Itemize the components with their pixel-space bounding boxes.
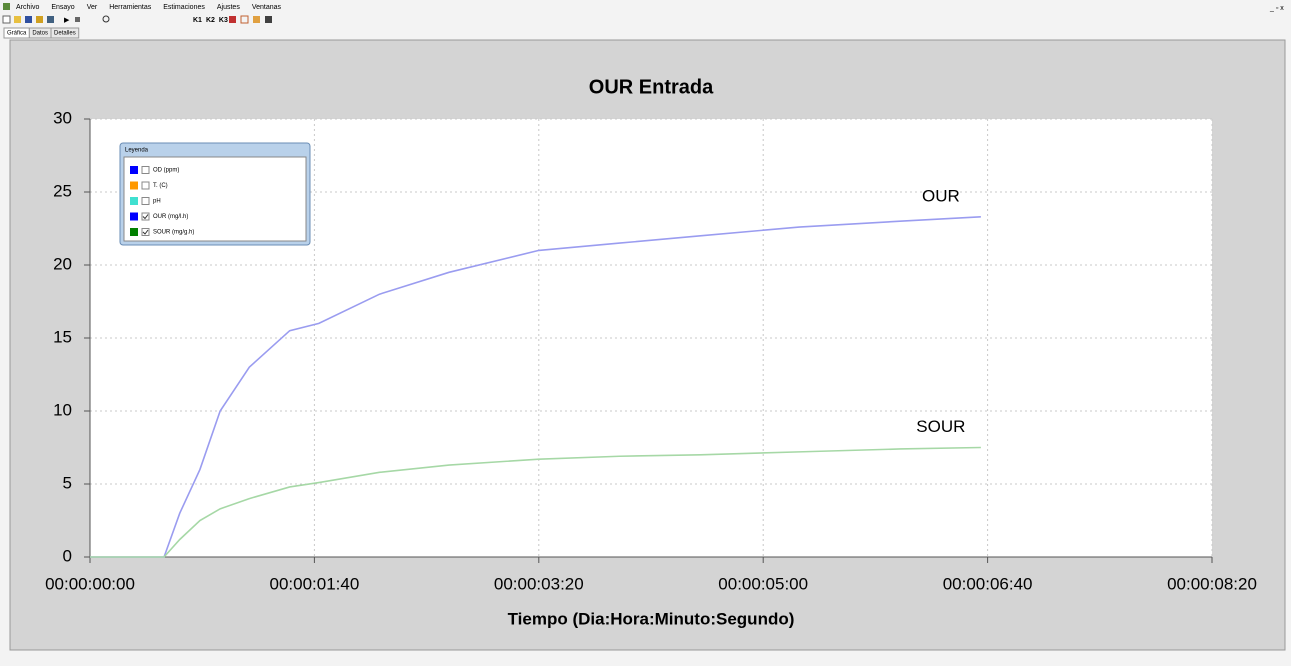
check-mark [142,229,149,235]
legend-label: OUR (mg/l.h) [153,214,188,220]
x-tick-label: 00:00:08:20 [1167,574,1257,593]
new-icon[interactable] [2,15,11,24]
x-tick-label: 00:00:03:20 [494,574,584,593]
x-tick-label: 00:00:06:40 [943,574,1033,593]
y-tick-label: 0 [63,546,72,565]
legend-swatch [130,197,138,205]
legend-checkbox[interactable] [141,228,150,236]
line-series [90,216,981,558]
window-controls[interactable]: _ ▫ x [1269,5,1284,12]
tab-label[interactable]: Gráfica [7,31,27,37]
menu-item[interactable]: Ventanas [252,4,282,11]
tool-icon[interactable] [47,16,54,23]
legend-swatch [130,228,138,236]
chart-icon[interactable] [240,15,249,24]
menu-item[interactable]: Herramientas [109,4,152,11]
legend-swatch [130,181,138,190]
play-icon[interactable]: ▶ [64,17,70,24]
y-tick-label: 5 [63,473,72,492]
menu-item[interactable]: Archivo [16,4,39,11]
legend-checkbox[interactable] [141,181,150,190]
menu-item[interactable]: Ensayo [51,4,74,11]
legend-label: OD (ppm) [153,168,179,174]
chart-icon[interactable] [265,16,272,23]
tab-label[interactable]: Detalles [54,31,76,37]
series-annotation: SOUR [916,417,965,436]
chart-title: OUR Entrada [589,76,714,98]
legend-checkbox[interactable] [141,212,150,221]
tab-label[interactable]: Datos [32,31,48,37]
x-tick-label: 00:00:00:00 [45,574,135,593]
legend-title: Leyenda [125,148,149,154]
print-icon[interactable] [36,16,43,23]
check-mark [142,214,149,220]
zoom-icon[interactable] [102,15,110,23]
x-tick-label: 00:00:05:00 [718,574,808,593]
y-tick-label: 25 [53,181,72,200]
legend-label: pH [153,199,161,205]
app-icon [3,3,10,10]
toolbar-button[interactable]: K1 [193,17,202,24]
y-tick-label: 20 [53,254,72,273]
menu-item[interactable]: Ver [87,4,98,11]
chart-icon[interactable] [253,16,260,23]
legend-swatch [130,212,138,221]
stop-icon[interactable] [75,17,80,22]
y-tick-label: 10 [53,400,72,419]
menu-item[interactable]: Estimaciones [163,4,205,11]
legend-checkbox[interactable] [141,166,150,174]
toolbar-button[interactable]: K3 [219,17,228,24]
save-icon[interactable] [25,16,32,23]
x-axis-label: Tiempo (Dia:Hora:Minuto:Segundo) [508,609,795,628]
legend-swatch [130,166,138,174]
legend-label: T. (C) [153,183,168,189]
toolbar-icons: ▶ [2,15,272,24]
legend-body [123,156,307,242]
tab[interactable] [50,27,80,39]
toolbar-button[interactable]: K2 [206,17,215,24]
menu-item[interactable]: Ajustes [217,4,240,11]
y-tick-label: 30 [53,108,72,127]
chart-icon[interactable] [229,16,236,23]
line-series [90,446,981,558]
open-icon[interactable] [14,16,21,23]
series-annotation: OUR [922,186,960,205]
legend-checkbox[interactable] [141,197,150,205]
legend-label: SOUR (mg/g.h) [153,230,194,236]
x-tick-label: 00:00:01:40 [269,574,359,593]
y-tick-label: 15 [53,327,72,346]
